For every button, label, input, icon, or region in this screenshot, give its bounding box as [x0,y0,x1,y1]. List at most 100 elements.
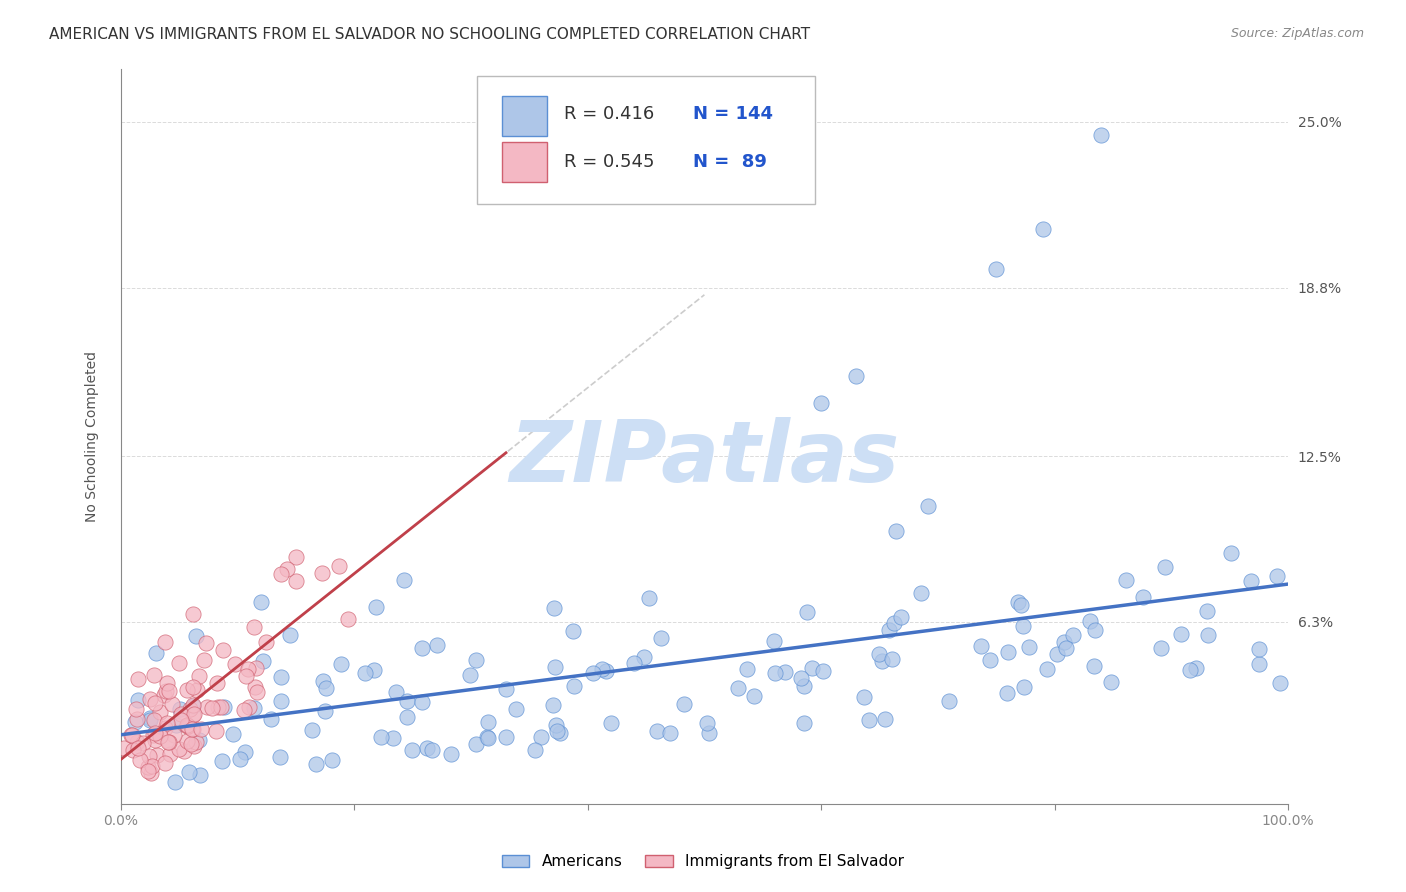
Point [285,574,308,588]
Point [125,702,148,716]
Point [1018,640,1040,654]
Point [321,753,343,767]
Point [595,664,617,678]
Point [224,657,246,671]
Point [167,741,190,756]
Point [138,748,160,763]
Point [1132,590,1154,604]
Point [167,656,190,670]
Point [623,656,645,670]
Point [207,676,229,690]
Point [1014,680,1036,694]
Point [238,700,260,714]
Point [233,745,256,759]
Point [311,566,333,580]
Point [187,733,209,747]
Point [112,740,135,755]
Point [127,693,149,707]
Point [1150,641,1173,656]
Point [143,732,166,747]
Point [136,760,159,774]
Point [184,735,207,749]
Point [396,694,419,708]
Point [214,700,236,714]
Point [193,653,215,667]
Point [243,620,266,634]
Point [801,661,824,675]
Point [465,653,488,667]
Point [328,559,350,574]
Point [1185,661,1208,675]
Point [176,733,198,747]
Point [243,680,266,694]
Point [385,685,408,699]
Legend: Americans, Immigrants from El Salvador: Americans, Immigrants from El Salvador [496,848,910,875]
Point [1053,635,1076,649]
Point [938,694,960,708]
Point [1170,626,1192,640]
Point [149,705,172,719]
Point [544,660,567,674]
Point [530,731,553,745]
Point [222,727,245,741]
Point [796,605,818,619]
Point [647,723,669,738]
Point [270,670,292,684]
Point [1180,664,1202,678]
Point [762,634,785,648]
Point [546,718,568,732]
Point [156,716,179,731]
Point [157,684,180,698]
Bar [502,95,547,136]
Point [195,636,218,650]
Point [180,737,202,751]
Point [890,610,912,624]
Point [1153,560,1175,574]
Point [1084,624,1107,638]
Point [793,679,815,693]
Bar [502,142,547,183]
Point [1247,641,1270,656]
Point [562,679,585,693]
Point [810,395,832,409]
Point [127,735,149,749]
FancyBboxPatch shape [477,76,815,204]
Point [505,701,527,715]
Point [183,607,205,622]
Point [314,704,336,718]
Point [165,718,187,732]
Point [270,567,292,582]
Text: Source: ZipAtlas.com: Source: ZipAtlas.com [1230,27,1364,40]
Point [159,747,181,761]
Point [269,750,291,764]
Point [204,724,226,739]
Point [793,715,815,730]
Point [139,711,162,725]
Point [910,585,932,599]
Point [1220,545,1243,559]
Point [181,699,204,714]
Point [336,612,359,626]
Point [155,756,177,771]
Point [301,723,323,737]
Point [370,730,392,744]
Point [477,715,499,730]
Point [132,736,155,750]
Point [1036,662,1059,676]
Point [181,722,204,736]
Point [183,707,205,722]
Point [420,742,443,756]
Point [142,713,165,727]
Point [153,721,176,735]
Point [176,719,198,733]
Point [917,499,939,513]
Point [145,726,167,740]
Point [276,562,298,576]
Point [209,699,232,714]
Point [155,684,177,698]
Point [883,615,905,630]
Point [875,712,897,726]
Point [207,699,229,714]
Text: N =  89: N = 89 [693,153,766,171]
Point [1083,659,1105,673]
